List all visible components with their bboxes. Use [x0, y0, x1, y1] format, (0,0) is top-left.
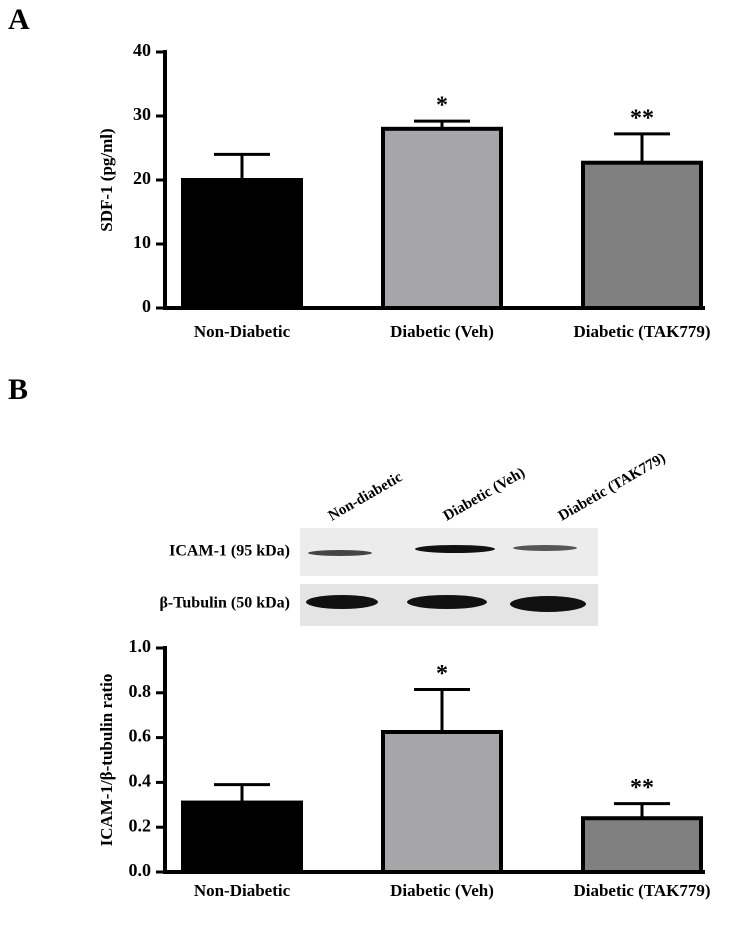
x-tick-label: Diabetic (Veh) [390, 881, 494, 900]
y-tick-label: 1.0 [129, 636, 152, 656]
error-bar [414, 119, 470, 129]
band [510, 596, 586, 612]
band [415, 545, 495, 553]
y-tick-label: 0.6 [129, 726, 152, 746]
blot-image [300, 528, 598, 626]
y-tick-label: 10 [133, 232, 151, 252]
error-bar [214, 152, 270, 180]
bar [581, 816, 703, 874]
y-tick-label: 0.4 [129, 771, 152, 791]
y-tick-label: 40 [133, 40, 151, 60]
band [513, 545, 577, 551]
band [308, 550, 372, 556]
lane-label: Diabetic (TAK779) [556, 450, 669, 524]
significance: ** [630, 105, 654, 131]
y-tick-label: 0.0 [129, 860, 152, 880]
error-bar [214, 783, 270, 803]
y-tick-label: 0.8 [129, 681, 152, 701]
y-tick-label: 0 [142, 296, 151, 316]
y-tick-label: 20 [133, 168, 151, 188]
y-tick-label: 30 [133, 104, 151, 124]
lane-label: Non-diabetic [326, 469, 406, 524]
bar [381, 730, 503, 874]
x-tick-label: Non-Diabetic [194, 881, 291, 900]
error-bar [414, 687, 470, 732]
x-tick-label: Diabetic (TAK779) [573, 881, 710, 900]
x-tick-label: Diabetic (TAK779) [573, 322, 710, 341]
error-bar [614, 802, 670, 819]
y-axis-title: SDF-1 (pg/ml) [97, 128, 116, 231]
bar [181, 800, 303, 874]
significance: * [436, 93, 448, 119]
significance: * [436, 661, 448, 687]
band [407, 595, 487, 609]
x-tick-label: Diabetic (Veh) [390, 322, 494, 341]
panel-label: A [8, 3, 30, 36]
row-label: β-Tubulin (50 kDa) [159, 595, 290, 612]
bar [381, 126, 503, 310]
x-tick-label: Non-Diabetic [194, 322, 291, 341]
lane-label: Diabetic (Veh) [441, 465, 528, 525]
panel-label: B [8, 373, 28, 406]
error-bar [614, 132, 670, 163]
y-axis-title: ICAM-1/β-tubulin ratio [97, 674, 116, 847]
band [306, 595, 378, 609]
bar [581, 160, 703, 310]
bar [181, 178, 303, 310]
row-label: ICAM-1 (95 kDa) [169, 543, 290, 560]
significance: ** [630, 775, 654, 801]
y-tick-label: 0.2 [129, 815, 152, 835]
